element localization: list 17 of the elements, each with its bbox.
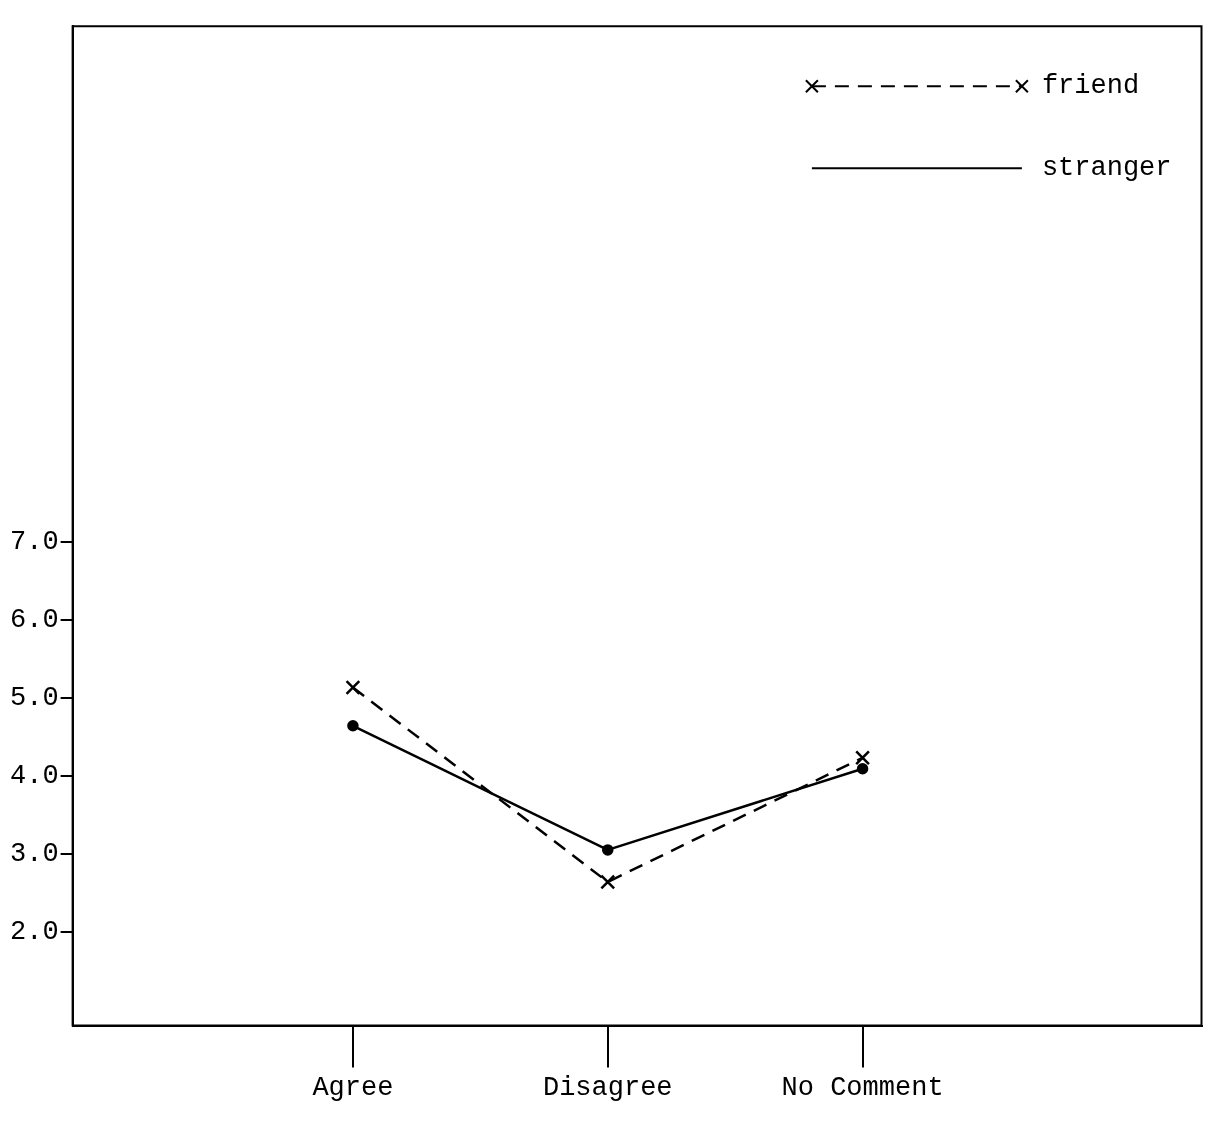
x-tick-label: No Comment [781,1072,944,1103]
point [600,874,616,890]
point [347,720,359,732]
x-tick-label: Disagree [542,1072,673,1103]
y-tick-label: 5.0 [10,682,59,713]
y-tick-label: 6.0 [10,604,59,635]
point [856,762,869,775]
y-tick-label: 7.0 [10,526,59,557]
x-tick-label: Agree [312,1072,394,1103]
y-tick-label: 2.0 [10,917,59,948]
legend-label: friend [1041,71,1140,102]
point [345,679,361,696]
y-tick-label: 3.0 [10,838,59,869]
text: stranger [1041,153,1172,184]
y-tick-label: 4.0 [10,760,59,791]
point [854,750,871,766]
point [602,844,614,856]
